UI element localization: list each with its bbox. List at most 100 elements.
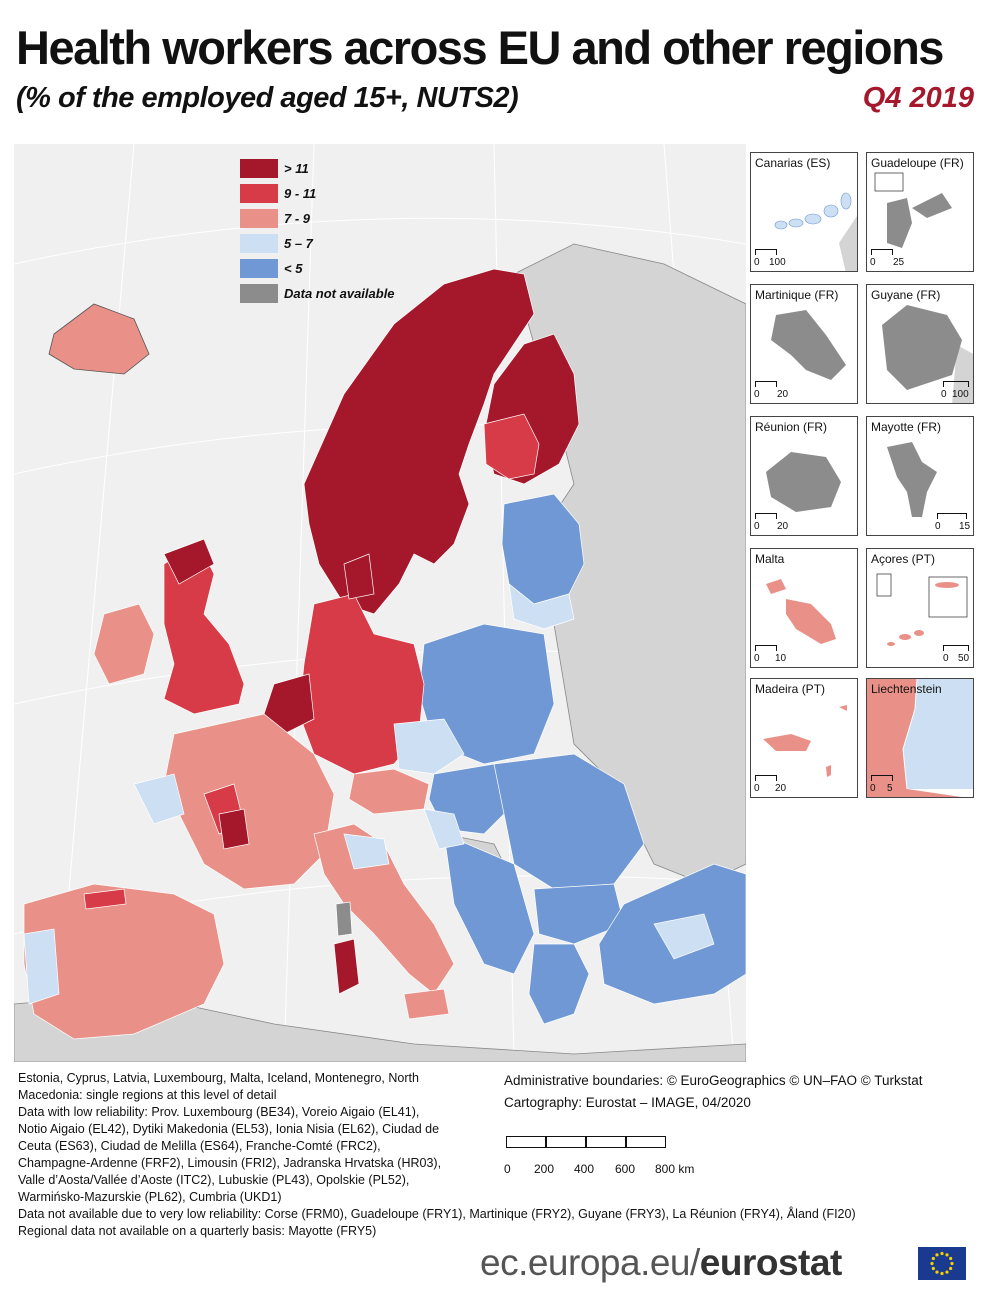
eu-stars: [930, 1251, 954, 1276]
inset-scale-bar: [943, 381, 969, 387]
region-finland-east: [483, 413, 540, 480]
inset-map: [766, 579, 836, 644]
eu-star: [935, 1253, 939, 1257]
eu-star: [945, 1253, 949, 1257]
legend-label: 9 - 11: [284, 186, 317, 201]
eu-star: [940, 1251, 944, 1256]
inset-map: [763, 705, 847, 777]
inset-canarias: Canarias (ES) 0 100: [750, 152, 858, 272]
inset-map: [887, 442, 937, 517]
inset-scale-bar: [871, 775, 893, 781]
note-line: Macedonia: single regions at this level …: [18, 1088, 277, 1102]
inset-scale-min: 0: [935, 521, 941, 532]
inset-scale-min: 0: [754, 389, 760, 400]
inset-scale-min: 0: [870, 257, 876, 268]
map-notes: Estonia, Cyprus, Latvia, Luxembourg, Mal…: [18, 1070, 488, 1206]
eu-star: [950, 1261, 954, 1266]
inset-scale-bar: [937, 513, 967, 519]
region-portugal: [23, 928, 60, 1005]
legend-label: Data not available: [284, 286, 395, 301]
inset-scale-min: 0: [941, 389, 947, 400]
region-poland: [418, 623, 555, 765]
inset-scale-min: 0: [754, 653, 760, 664]
eu-star: [949, 1256, 953, 1261]
region-czechia: [393, 718, 465, 775]
inset-scale-bar: [755, 249, 777, 255]
note-line: Estonia, Cyprus, Latvia, Luxembourg, Mal…: [18, 1071, 419, 1085]
region-turkey-central: [653, 913, 715, 960]
scale-tick: 800 km: [655, 1162, 695, 1176]
inset-scale-min: 0: [754, 257, 760, 268]
inset-scale-max: 100: [952, 389, 969, 400]
europe-map: [14, 144, 746, 1062]
map-title: Health workers across EU and other regio…: [16, 21, 944, 74]
note-line: Notio Aigaio (EL42), Dytiki Makedonia (E…: [18, 1122, 440, 1136]
inset-title: Martinique (FR): [755, 288, 839, 302]
scale-tick: 400: [574, 1162, 595, 1176]
inset-mayotte: Mayotte (FR) 0 15: [866, 416, 974, 536]
inset-scale-min: 0: [870, 783, 876, 794]
legend-swatch: [240, 209, 278, 228]
inset-title: Mayotte (FR): [871, 420, 942, 434]
legend-item: 5 – 7: [240, 231, 395, 256]
eurostat-url[interactable]: ec.europa.eu/eurostat: [480, 1242, 842, 1284]
note-line: Data with low reliability: Prov. Luxembo…: [18, 1105, 420, 1119]
region-spain-north: [83, 888, 127, 910]
region-sicily: [403, 988, 450, 1020]
legend-item: Data not available: [240, 281, 395, 306]
scale-segment: [626, 1136, 666, 1148]
region-ireland: [93, 603, 155, 685]
region-lithuania: [508, 583, 575, 630]
region-benelux: [263, 673, 315, 735]
note-line: Valle d’Aosta/Vallée d’Aoste (ITC2), Lub…: [18, 1173, 410, 1187]
inset-map: [771, 310, 846, 380]
inset-scale-bar: [943, 645, 969, 651]
legend-label: > 11: [284, 161, 309, 176]
region-balkans: [443, 833, 535, 975]
map-notes-wide: Data not available due to very low relia…: [18, 1206, 978, 1240]
eu-star: [945, 1270, 949, 1274]
inset-liechtenstein: Liechtenstein 0 5: [866, 678, 974, 798]
eu-star: [940, 1271, 944, 1276]
region-denmark: [343, 553, 375, 600]
inset-scale-max: 100: [769, 257, 786, 268]
note-line: Data not available due to very low relia…: [18, 1207, 856, 1221]
inset-scale-bar: [871, 249, 893, 255]
inset-scale-bar: [755, 381, 777, 387]
region-austria: [348, 768, 430, 815]
inset-map: [774, 192, 857, 271]
legend-label: < 5: [284, 261, 303, 276]
inset-scale-max: 10: [775, 653, 787, 664]
inset-title: Madeira (PT): [755, 682, 826, 696]
eu-star: [935, 1270, 939, 1274]
url-brand: eurostat: [699, 1242, 842, 1283]
legend-swatch: [240, 159, 278, 178]
url-prefix: ec.europa.eu/: [480, 1242, 700, 1283]
scale-segment: [506, 1136, 546, 1148]
inset-madeira: Madeira (PT) 0 20: [750, 678, 858, 798]
note-line: Champagne-Ardenne (FRF2), Limousin (FRI2…: [18, 1156, 442, 1170]
legend-item: < 5: [240, 256, 395, 281]
scale-tick: 200: [534, 1162, 555, 1176]
credit-boundaries: Administrative boundaries: © EuroGeograp…: [504, 1073, 923, 1088]
inset-scale-bar: [755, 513, 777, 519]
inset-scale-bar: [755, 775, 777, 781]
inset-scale-min: 0: [754, 521, 760, 532]
legend-swatch: [240, 259, 278, 278]
inset-scale-max: 15: [959, 521, 971, 532]
inset-map: [766, 452, 841, 512]
scale-tick: 0: [504, 1162, 511, 1176]
map-scale: 0 200 400 600 800 km: [504, 1136, 744, 1176]
note-line: Ceuta (ES63), Ciudad de Melilla (ES64), …: [18, 1139, 381, 1153]
inset-map: [876, 573, 968, 646]
period-label: Q4 2019: [862, 82, 974, 114]
europe-map-svg: [14, 144, 746, 1062]
legend-item: > 11: [240, 156, 395, 181]
credit-cartography: Cartography: Eurostat – IMAGE, 04/2020: [504, 1095, 751, 1110]
inset-map: [867, 679, 973, 797]
inset-map: [874, 172, 952, 248]
region-iceland: [48, 303, 150, 375]
region-sardinia: [333, 938, 360, 995]
note-line: Warmińsko-Mazurskie (PL62), Cumbria (UKD…: [18, 1190, 282, 1204]
inset-acores: Açores (PT) 0 50: [866, 548, 974, 668]
